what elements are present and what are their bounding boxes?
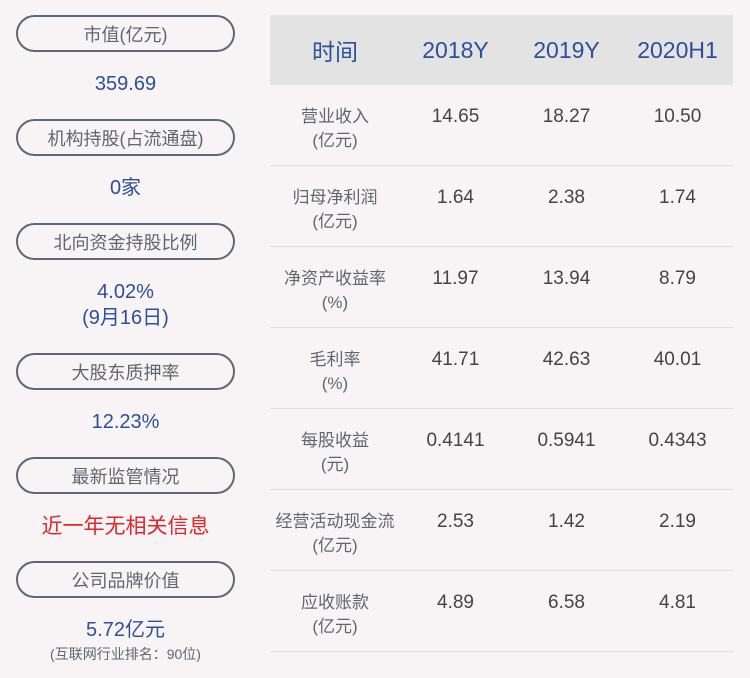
row-value-2020h1: 0.4343 [648, 430, 707, 451]
header-2019y: 2019Y [533, 36, 600, 63]
northbound-holding-date: (9月16日) [82, 307, 169, 329]
row-value-2019: 18.27 [542, 106, 591, 127]
brand-rank-note: (互联网行业排名：90位) [50, 646, 201, 662]
row-value-2018: 11.97 [432, 268, 479, 289]
market-cap-value: 359.69 [94, 73, 157, 95]
institutional-holdings-label: 机构持股(占流通盘) [16, 119, 235, 156]
header-2020h1: 2020H1 [637, 36, 718, 63]
table-header: 时间 2018Y 2019Y 2020H1 [270, 15, 733, 85]
regulatory-status-value: 近一年无相关信息 [41, 515, 210, 538]
row-value-2019: 0.5941 [537, 430, 596, 451]
row-value-2020h1: 1.74 [659, 187, 696, 208]
institutional-holdings-value: 0家 [109, 177, 142, 199]
header-2018y: 2018Y [422, 36, 489, 63]
row-value-2019: 42.63 [542, 349, 591, 370]
row-value-2019: 1.42 [548, 511, 585, 532]
row-value-2020h1: 40.01 [653, 349, 702, 370]
row-metric: 每股收益 [301, 431, 369, 450]
row-metric: 毛利率 [309, 350, 361, 369]
row-value-2019: 13.94 [542, 268, 591, 289]
row-metric: 归母净利润 [292, 188, 378, 207]
row-metric: 净资产收益率 [284, 269, 386, 288]
row-value-2018: 1.64 [437, 187, 474, 208]
row-value-2018: 4.89 [437, 592, 474, 613]
row-value-2018: 2.53 [437, 511, 474, 532]
row-value-2020h1: 8.79 [659, 268, 696, 289]
table-row: 应收账款 (亿元) 4.89 6.58 4.81 [270, 571, 733, 652]
row-unit: (亿元) [312, 212, 358, 231]
market-cap-label: 市值(亿元) [16, 15, 235, 52]
table-row: 净资产收益率 (%) 11.97 13.94 8.79 [270, 247, 733, 328]
row-value-2020h1: 2.19 [659, 511, 696, 532]
header-period: 时间 [312, 39, 358, 65]
regulatory-status-label: 最新监管情况 [16, 457, 235, 494]
table-row: 营业收入 (亿元) 14.65 18.27 10.50 [270, 85, 733, 166]
row-value-2018: 41.71 [431, 349, 480, 370]
row-unit: (亿元) [312, 131, 358, 150]
row-unit: (%) [321, 374, 349, 393]
brand-value-label: 公司品牌价值 [16, 561, 235, 598]
table-row: 毛利率 (%) 41.71 42.63 40.01 [270, 328, 733, 409]
table-row: 归母净利润 (亿元) 1.64 2.38 1.74 [270, 166, 733, 247]
row-unit: (亿元) [312, 536, 358, 555]
northbound-holding-label: 北向资金持股比例 [16, 223, 235, 260]
row-value-2018: 0.4141 [426, 430, 485, 451]
row-value-2020h1: 10.50 [653, 106, 702, 127]
financial-table: 时间 2018Y 2019Y 2020H1 营业收入 (亿元) 14.65 18.… [270, 15, 733, 652]
row-unit: (元) [320, 455, 350, 474]
pledge-ratio-label: 大股东质押率 [16, 353, 235, 390]
row-value-2020h1: 4.81 [659, 592, 696, 613]
row-metric: 营业收入 [301, 107, 369, 126]
brand-value-value: 5.72亿元 [86, 619, 165, 641]
row-unit: (亿元) [312, 617, 358, 636]
row-value-2019: 6.58 [548, 592, 585, 613]
table-row: 每股收益 (元) 0.4141 0.5941 0.4343 [270, 409, 733, 490]
row-value-2019: 2.38 [548, 187, 585, 208]
row-metric: 经营活动现金流 [275, 512, 395, 531]
row-value-2018: 14.65 [431, 106, 480, 127]
table-row: 经营活动现金流 (亿元) 2.53 1.42 2.19 [270, 490, 733, 571]
pledge-ratio-value: 12.23% [91, 411, 160, 433]
row-metric: 应收账款 [301, 593, 369, 612]
northbound-holding-value: 4.02% [97, 281, 154, 303]
row-unit: (%) [321, 293, 349, 312]
